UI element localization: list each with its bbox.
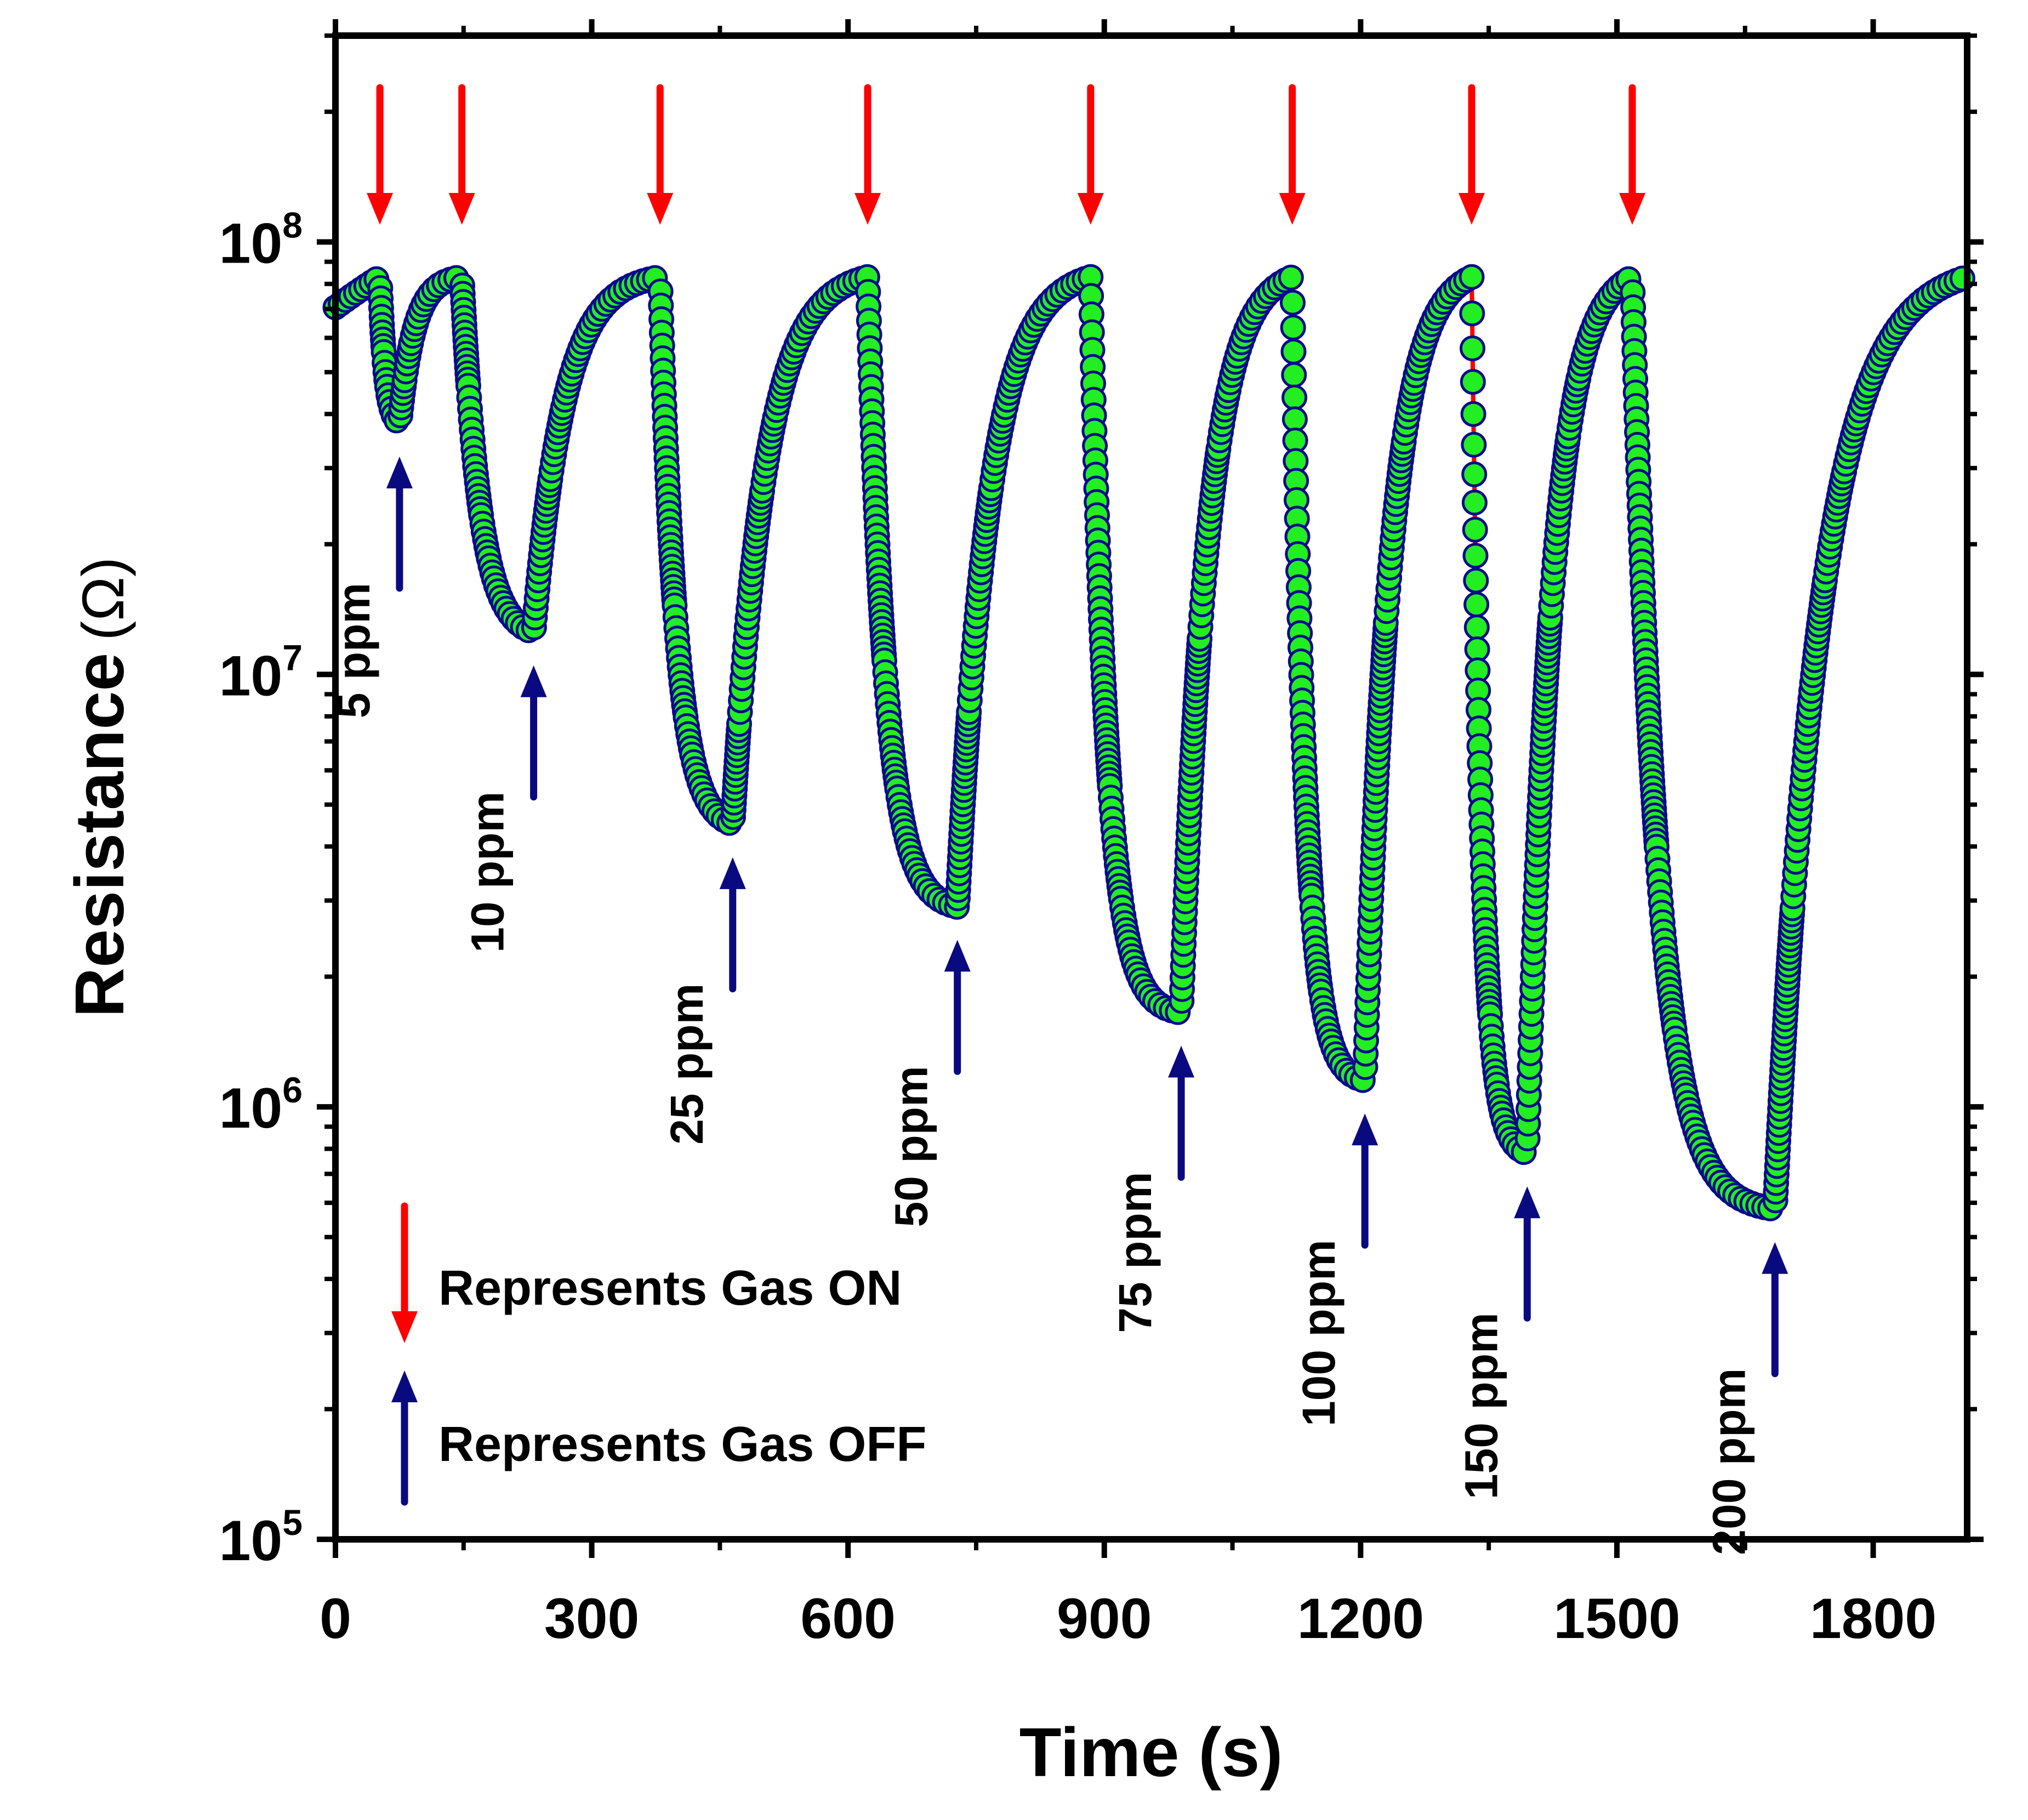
- data-point: [1460, 369, 1486, 395]
- data-point: [1281, 362, 1307, 388]
- plot-frame: [332, 32, 1970, 1543]
- data-point: [1280, 289, 1306, 316]
- data-point: [1459, 264, 1485, 290]
- x-tick-label: 1200: [1297, 1587, 1424, 1651]
- gas-on-arrow: [1077, 84, 1104, 225]
- gas-on-arrow-head: [1077, 193, 1104, 225]
- data-point: [1464, 636, 1490, 662]
- gas-off-arrow-head: [1514, 1186, 1541, 1219]
- gas-on-arrow: [367, 84, 394, 225]
- y-tick-label-exp: 5: [282, 1502, 303, 1543]
- data-point: [1463, 592, 1490, 618]
- y-tick-label-exp: 6: [282, 1070, 303, 1110]
- gas-off-arrow-head: [719, 857, 746, 889]
- x-tick-label: 1500: [1553, 1587, 1680, 1651]
- gas-on-arrow: [1279, 84, 1306, 225]
- legend-gas-on-label: Represents Gas ON: [438, 1261, 902, 1316]
- legend-gas-on-arrow-head: [391, 1311, 418, 1343]
- concentration-label: 100 ppm: [1293, 1239, 1345, 1426]
- data-point: [1280, 315, 1306, 340]
- gas-off-arrow-head: [1762, 1242, 1788, 1274]
- y-tick-label-base: 10: [219, 644, 283, 708]
- x-tick-label: 300: [544, 1587, 640, 1651]
- gas-off-arrow-head: [1352, 1113, 1378, 1146]
- data-point: [1281, 384, 1308, 411]
- concentration-label: 25 ppm: [661, 983, 713, 1145]
- concentration-label: 10 ppm: [462, 792, 514, 953]
- data-point: [1949, 265, 1975, 292]
- data-point: [1459, 300, 1485, 327]
- gas-off-arrow-head: [1168, 1045, 1195, 1078]
- gas-on-arrow: [1619, 84, 1646, 225]
- x-tick-label: 0: [320, 1587, 351, 1651]
- gas-on-arrow-head: [1458, 193, 1485, 225]
- data-point: [1461, 461, 1488, 487]
- data-point: [1463, 567, 1489, 594]
- y-tick-label-base: 10: [219, 1077, 283, 1140]
- gas-on-arrow: [855, 84, 881, 225]
- y-axis-title-main: Resistance: [61, 653, 138, 1017]
- x-tick-label: 900: [1057, 1587, 1152, 1651]
- y-axis-title-unit: (Ω): [70, 557, 136, 641]
- data-point: [1461, 431, 1487, 458]
- x-tick-label: 600: [800, 1587, 896, 1651]
- y-tick-label-exp: 8: [282, 204, 303, 245]
- data-point: [1460, 401, 1486, 427]
- gas-on-arrow-head: [1619, 193, 1646, 225]
- gas-off-arrow-head: [386, 456, 413, 488]
- y-tick-label-base: 10: [219, 212, 283, 275]
- gas-off-arrow: [1352, 1113, 1378, 1249]
- gas-off-arrow: [944, 940, 971, 1075]
- legend: Represents Gas ON Represents Gas OFF: [391, 1202, 926, 1506]
- series-markers: [322, 264, 1975, 1221]
- gas-on-arrow-head: [1279, 193, 1306, 225]
- legend-gas-off-label: Represents Gas OFF: [438, 1417, 926, 1472]
- data-point: [1463, 614, 1490, 640]
- concentration-label: 50 ppm: [886, 1066, 937, 1227]
- plot-content: [322, 264, 1975, 1221]
- y-axis-title: Resistance (Ω): [61, 557, 138, 1017]
- gas-off-arrow: [1762, 1242, 1788, 1378]
- data-point: [1278, 264, 1304, 291]
- gas-on-arrow-head: [855, 193, 881, 225]
- data-point: [1280, 338, 1307, 365]
- x-tick-label: 1800: [1810, 1587, 1936, 1651]
- gas-off-arrow: [719, 857, 746, 993]
- x-axis-title: Time (s): [1019, 1714, 1283, 1791]
- data-point: [1461, 490, 1488, 516]
- gas-on-arrow-head: [367, 193, 394, 225]
- series-line: [334, 273, 1968, 1212]
- gas-off-arrow: [1168, 1045, 1195, 1181]
- data-point: [1462, 516, 1488, 543]
- concentration-label: 150 ppm: [1455, 1312, 1507, 1499]
- legend-gas-off-arrow-head: [391, 1370, 418, 1402]
- data-point: [1460, 335, 1485, 361]
- y-tick-label-base: 10: [219, 1509, 283, 1573]
- y-tick-label: 106: [219, 1070, 303, 1140]
- concentration-label: 200 ppm: [1703, 1368, 1754, 1555]
- gas-off-arrow-head: [944, 940, 971, 972]
- gas-on-arrow: [647, 84, 674, 225]
- concentration-label: 75 ppm: [1109, 1172, 1161, 1333]
- gas-on-arrow: [1458, 84, 1485, 225]
- gas-off-arrow: [1514, 1186, 1541, 1322]
- y-tick-label: 105: [219, 1502, 303, 1573]
- y-tick-label-exp: 7: [282, 637, 303, 678]
- gas-off-arrow-head: [520, 665, 547, 697]
- gas-off-arrow: [520, 665, 547, 801]
- data-point: [1281, 406, 1308, 433]
- gas-off-arrow: [386, 456, 413, 592]
- legend-gas-on-arrow: [391, 1202, 418, 1343]
- legend-gas-off-arrow: [391, 1370, 418, 1506]
- data-point: [1462, 543, 1489, 569]
- y-tick-label: 107: [219, 637, 303, 708]
- gas-on-arrow-head: [448, 193, 475, 225]
- gas-on-arrow: [448, 84, 475, 225]
- gas-on-arrow-head: [647, 193, 674, 225]
- y-tick-label: 108: [219, 204, 303, 275]
